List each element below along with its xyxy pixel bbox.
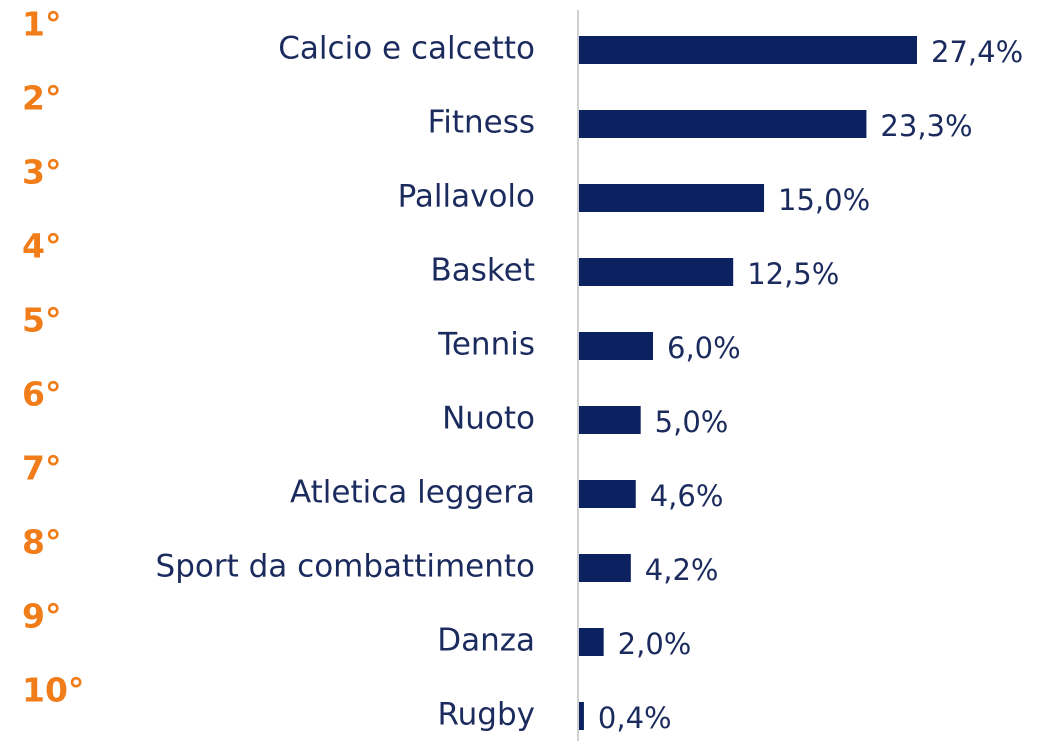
category-label: Tennis	[437, 327, 535, 363]
category-label: Danza	[437, 623, 535, 659]
value-label: 27,4%	[931, 35, 1023, 69]
bar	[579, 628, 604, 656]
rank-label: 4°	[22, 227, 61, 266]
value-label: 23,3%	[880, 109, 972, 143]
value-label: 4,2%	[645, 553, 719, 587]
bar	[579, 258, 734, 286]
rank-label: 6°	[22, 375, 61, 414]
category-label: Calcio e calcetto	[278, 31, 535, 67]
value-label: 15,0%	[778, 183, 870, 217]
category-label: Basket	[431, 253, 536, 289]
category-label: Atletica leggera	[290, 475, 535, 511]
category-label: Nuoto	[442, 401, 535, 437]
bar	[579, 332, 654, 360]
rank-label: 7°	[22, 449, 61, 488]
category-label: Sport da combattimento	[156, 549, 535, 585]
bar	[579, 406, 641, 434]
rank-label: 1°	[22, 5, 61, 44]
value-label: 5,0%	[655, 405, 729, 439]
bar	[579, 110, 867, 138]
value-label: 4,6%	[650, 479, 724, 513]
value-label: 2,0%	[618, 627, 692, 661]
rank-label: 10°	[22, 671, 84, 710]
rank-label: 8°	[22, 523, 61, 562]
value-label: 6,0%	[667, 331, 741, 365]
category-label: Rugby	[438, 697, 536, 733]
bar	[579, 184, 765, 212]
rank-label: 2°	[22, 79, 61, 118]
bar	[579, 480, 636, 508]
bar	[579, 554, 631, 582]
rank-label: 9°	[22, 597, 61, 636]
bar	[579, 36, 917, 64]
bar	[579, 702, 584, 730]
rank-label: 3°	[22, 153, 61, 192]
category-label: Pallavolo	[398, 179, 535, 215]
value-label: 0,4%	[598, 701, 672, 735]
rank-label: 5°	[22, 301, 61, 340]
value-label: 12,5%	[747, 257, 839, 291]
category-label: Fitness	[428, 105, 535, 141]
